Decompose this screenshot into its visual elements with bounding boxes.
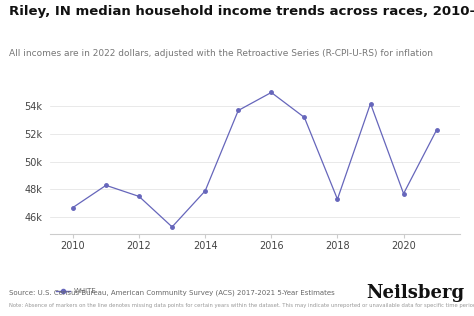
Legend: WHITE: WHITE: [53, 285, 99, 297]
Text: Riley, IN median household income trends across races, 2010-2021: Riley, IN median household income trends…: [9, 5, 474, 18]
Text: Source: U.S. Census Bureau, American Community Survey (ACS) 2017-2021 5-Year Est: Source: U.S. Census Bureau, American Com…: [9, 289, 335, 296]
Text: Neilsberg: Neilsberg: [366, 284, 465, 302]
Text: Note: Absence of markers on the line denotes missing data points for certain yea: Note: Absence of markers on the line den…: [9, 303, 474, 308]
Text: All incomes are in 2022 dollars, adjusted with the Retroactive Series (R-CPI-U-R: All incomes are in 2022 dollars, adjuste…: [9, 49, 434, 58]
